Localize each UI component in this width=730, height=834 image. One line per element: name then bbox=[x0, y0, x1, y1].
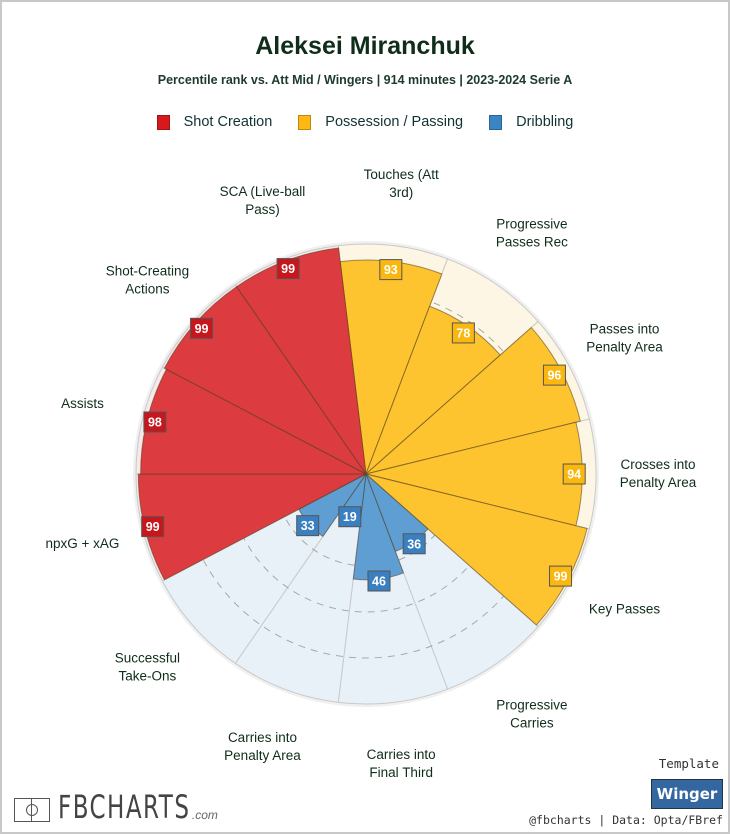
category-label-line: npxG + xAG bbox=[46, 536, 120, 551]
legend-swatch bbox=[156, 114, 170, 130]
value-label: 33 bbox=[301, 519, 315, 533]
legend-item-shot-creation[interactable]: Shot Creation bbox=[156, 114, 273, 130]
category-label-line: SCA (Live-ball bbox=[220, 184, 306, 199]
template-badge[interactable]: Winger bbox=[651, 779, 723, 809]
category-label: Crosses into Penalty Area bbox=[620, 457, 697, 490]
category-label-line: Final Third bbox=[369, 765, 433, 780]
value-label-box bbox=[367, 570, 391, 592]
category-label: Key Passes bbox=[589, 602, 661, 617]
value-label: 46 bbox=[372, 575, 386, 589]
category-label: SCA (Live-ball Pass) bbox=[220, 184, 306, 217]
legend-label: Shot Creation bbox=[183, 114, 273, 130]
category-label: Progressive Passes Rec bbox=[496, 217, 568, 250]
value-label: 36 bbox=[407, 537, 421, 551]
category-label-line: Touches (Att bbox=[364, 167, 439, 182]
category-label-line: Passes into bbox=[590, 321, 660, 336]
value-label-box bbox=[276, 258, 300, 280]
legend-item-dribbling[interactable]: Dribbling bbox=[489, 114, 573, 130]
value-label-box bbox=[141, 516, 165, 538]
category-label-line: Successful bbox=[115, 651, 180, 666]
value-label-box bbox=[542, 364, 566, 386]
category-label-line: Key Passes bbox=[589, 602, 661, 617]
category-label-line: Carries into bbox=[228, 730, 297, 745]
value-label: 98 bbox=[148, 415, 162, 429]
logo-wordmark: FBCHARTS bbox=[58, 788, 191, 826]
category-label-line: Progressive bbox=[496, 217, 567, 232]
legend-label: Possession / Passing bbox=[325, 114, 464, 130]
category-label: Carries into Final Third bbox=[367, 747, 436, 780]
value-label: 93 bbox=[384, 263, 398, 277]
value-label: 99 bbox=[281, 262, 295, 276]
category-label-line: Carries bbox=[510, 715, 554, 730]
chart-title: Aleksei Miranchuk bbox=[255, 32, 475, 60]
category-label: Carries into Penalty Area bbox=[224, 730, 301, 763]
value-label-box bbox=[296, 515, 320, 537]
category-label: Passes into Penalty Area bbox=[586, 321, 663, 354]
value-label: 96 bbox=[547, 369, 561, 383]
chart-subtitle: Percentile rank vs. Att Mid / Wingers | … bbox=[157, 73, 573, 87]
value-label-box bbox=[143, 411, 167, 433]
category-label-line: Crosses into bbox=[620, 457, 695, 472]
category-label: Touches (Att 3rd) bbox=[364, 167, 439, 200]
value-label: 19 bbox=[343, 510, 357, 524]
value-label-box bbox=[451, 322, 475, 344]
category-label: Shot-Creating Actions bbox=[106, 263, 189, 296]
value-label-box bbox=[338, 506, 362, 528]
category-label: Progressive Carries bbox=[496, 697, 567, 730]
category-label-line: Shot-Creating bbox=[106, 263, 189, 278]
category-label-line: Carries into bbox=[367, 747, 436, 762]
category-label-line: Penalty Area bbox=[620, 475, 697, 490]
category-label: Successful Take-Ons bbox=[115, 651, 180, 684]
data-credit: @fbcharts | Data: Opta/FBref bbox=[529, 813, 723, 827]
value-label-box bbox=[549, 565, 573, 587]
fbcharts-logo: FBCHARTS .com bbox=[14, 788, 218, 826]
legend-item-possession-passing[interactable]: Possession / Passing bbox=[298, 114, 463, 130]
category-label-line: Assists bbox=[61, 396, 104, 411]
value-label: 78 bbox=[456, 326, 470, 340]
value-label-box bbox=[379, 259, 403, 281]
legend-swatch bbox=[489, 114, 503, 130]
slice-background bbox=[234, 473, 367, 703]
pitch-icon bbox=[14, 798, 50, 822]
category-label-line: Passes Rec bbox=[496, 235, 568, 250]
legend: Shot Creation Possession / Passing Dribb… bbox=[0, 114, 730, 130]
category-label-line: Pass) bbox=[245, 202, 280, 217]
category-label: npxG + xAG bbox=[46, 536, 120, 551]
value-label: 99 bbox=[554, 570, 568, 584]
value-label: 99 bbox=[195, 322, 209, 336]
category-label-line: Progressive bbox=[496, 697, 567, 712]
category-label-line: 3rd) bbox=[389, 185, 413, 200]
value-label-box bbox=[402, 533, 426, 555]
category-label-line: Take-Ons bbox=[119, 669, 177, 684]
logo-suffix: .com bbox=[191, 808, 218, 822]
value-label: 94 bbox=[567, 468, 581, 482]
value-label-box bbox=[190, 317, 214, 339]
value-label-box bbox=[562, 463, 586, 485]
legend-label: Dribbling bbox=[516, 114, 574, 130]
category-label-line: Penalty Area bbox=[224, 748, 301, 763]
template-label: Template bbox=[658, 756, 719, 771]
category-label-line: Penalty Area bbox=[586, 339, 663, 354]
category-label-line: Actions bbox=[125, 281, 170, 296]
category-label: Assists bbox=[61, 396, 104, 411]
value-label: 99 bbox=[146, 520, 160, 534]
legend-swatch bbox=[298, 114, 312, 130]
